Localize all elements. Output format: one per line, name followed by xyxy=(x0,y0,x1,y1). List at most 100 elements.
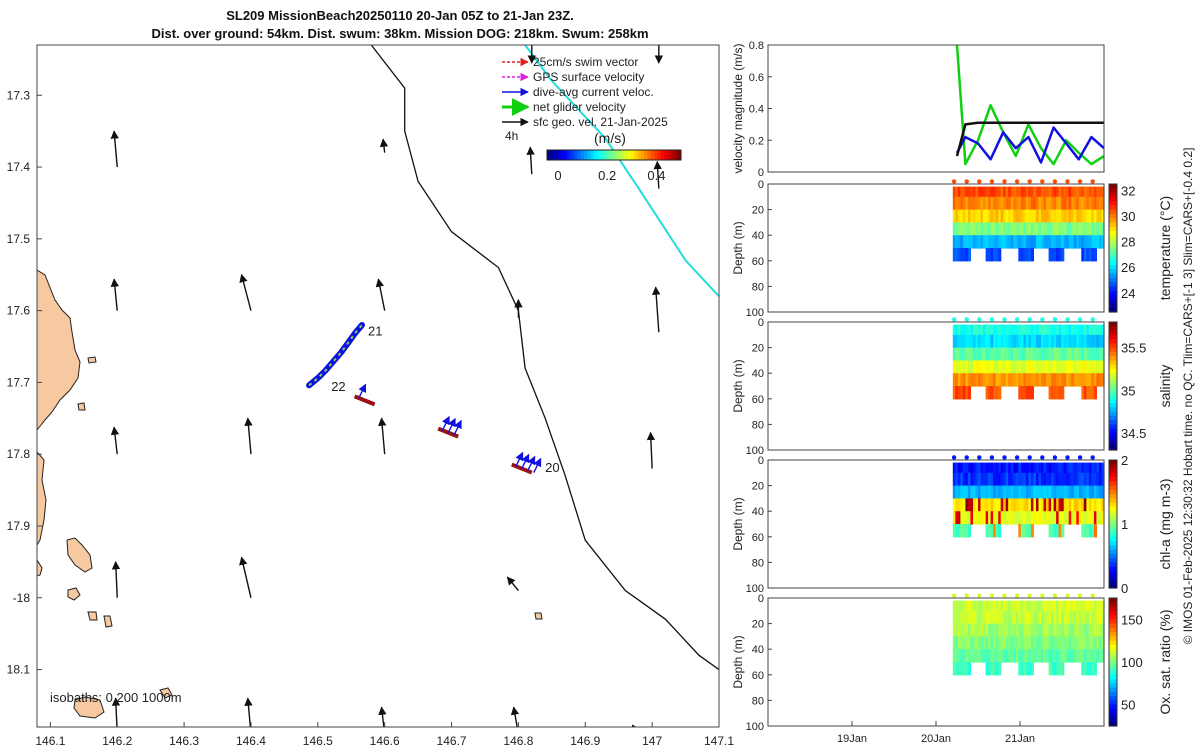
colorbar-swatch xyxy=(1109,477,1117,482)
profile-cell xyxy=(1048,600,1052,612)
profile-cell xyxy=(1005,186,1009,198)
profile-cell xyxy=(998,485,1002,499)
profile-cell xyxy=(1086,324,1090,336)
profile-cell xyxy=(1083,610,1087,625)
surface-sample-dot xyxy=(1090,455,1095,460)
colorbar-swatch xyxy=(1109,330,1117,336)
profile-cell xyxy=(1068,209,1072,223)
profile-cell xyxy=(1086,235,1090,249)
profile-cell xyxy=(990,649,994,663)
profile-cell xyxy=(1028,209,1032,223)
profile-cell xyxy=(1023,472,1027,487)
colorbar-swatch xyxy=(1109,481,1117,487)
surface-sample-dot xyxy=(1014,317,1020,322)
profile-cell xyxy=(960,600,964,612)
profile-cell xyxy=(1048,248,1052,262)
profile-cell xyxy=(1093,485,1097,499)
profile-cell xyxy=(952,462,956,474)
profile-cell xyxy=(1051,600,1055,612)
profile-cell xyxy=(1038,485,1042,499)
profile-cell xyxy=(1013,235,1017,249)
profile-cell xyxy=(1063,222,1067,236)
profile-cell xyxy=(1008,498,1012,512)
profile-cell xyxy=(993,524,997,538)
colorbar-tick-label: 35.5 xyxy=(1121,341,1146,356)
profile-cell xyxy=(1066,600,1070,612)
profile-cell xyxy=(1020,248,1024,262)
profile-cell xyxy=(1061,498,1065,512)
profile-cell xyxy=(1025,209,1029,223)
colorbar-swatch xyxy=(1109,188,1117,194)
profile-cell xyxy=(1043,623,1047,637)
profile-cell xyxy=(1013,209,1017,223)
profile-cell xyxy=(985,610,989,625)
profile-cell xyxy=(1025,360,1029,374)
land-area xyxy=(87,356,97,364)
profile-cell xyxy=(1071,235,1075,249)
profile-cell xyxy=(1063,511,1067,525)
profile-cell xyxy=(960,235,964,249)
profile-cell xyxy=(1041,462,1045,474)
profile-cell xyxy=(973,636,977,650)
profile-cell xyxy=(1020,511,1024,525)
colorbar-swatch xyxy=(634,150,638,160)
profile-cell xyxy=(983,196,987,211)
profile-cell xyxy=(1058,524,1062,538)
glider-track-line xyxy=(306,322,365,389)
profile-cell xyxy=(1053,623,1057,637)
profile-cell xyxy=(1013,360,1017,374)
surface-sample-dot xyxy=(1052,179,1058,184)
profile-cell xyxy=(998,347,1002,361)
profile-cell xyxy=(1030,600,1034,612)
map-x-tick-label: 146.3 xyxy=(169,734,199,748)
depth-tick-label: 100 xyxy=(746,583,764,595)
profile-cell xyxy=(955,196,959,211)
profile-cell xyxy=(973,623,977,637)
profile-cell xyxy=(1023,373,1027,387)
profile-cell xyxy=(1078,334,1082,349)
profile-cell xyxy=(957,662,961,676)
colorbar-swatch xyxy=(1109,536,1117,542)
profile-cell xyxy=(1003,209,1007,223)
profile-cell xyxy=(1008,636,1012,650)
profile-cell xyxy=(993,347,997,361)
depth-tick-label: 20 xyxy=(752,619,764,631)
profile-cell xyxy=(1071,373,1075,387)
profile-cell xyxy=(1096,472,1100,487)
profile-cell xyxy=(957,222,961,236)
profile-cell xyxy=(952,498,956,512)
profile-cell xyxy=(1043,373,1047,387)
profile-cell xyxy=(1000,485,1004,499)
surface-velocity-arrow xyxy=(652,286,661,333)
profile-cell xyxy=(1033,623,1037,637)
profile-cell xyxy=(1005,610,1009,625)
profile-cell xyxy=(1020,600,1024,612)
profile-cell xyxy=(1028,649,1032,663)
profile-cell xyxy=(1086,623,1090,637)
profile-cell xyxy=(1041,209,1045,223)
profile-cell xyxy=(1058,462,1062,474)
profile-cell xyxy=(1010,360,1014,374)
surface-sample-dot xyxy=(989,317,995,322)
profile-cell xyxy=(1008,472,1012,487)
profile-cell xyxy=(1015,636,1019,650)
surface-sample-dot xyxy=(1065,317,1070,322)
profile-cell xyxy=(1025,373,1029,387)
profile-cell xyxy=(1066,334,1070,349)
profile-cell xyxy=(1010,462,1014,474)
profile-cell xyxy=(1023,524,1027,538)
profile-cell xyxy=(1023,462,1027,474)
profile-cell xyxy=(1063,209,1067,223)
profile-cell xyxy=(967,511,971,525)
profile-cell xyxy=(993,334,997,349)
profile-cell xyxy=(1083,472,1087,487)
profile-cell xyxy=(1081,209,1085,223)
profile-cell xyxy=(988,186,992,198)
dive-avg-current-arrow xyxy=(441,415,450,431)
profile-cell xyxy=(1058,610,1062,625)
profile-cell xyxy=(1013,636,1017,650)
track-day-label: 22 xyxy=(331,379,345,394)
colorbar-swatch xyxy=(1109,653,1117,659)
profile-cell xyxy=(1013,600,1017,612)
profile-cell xyxy=(1033,498,1037,512)
